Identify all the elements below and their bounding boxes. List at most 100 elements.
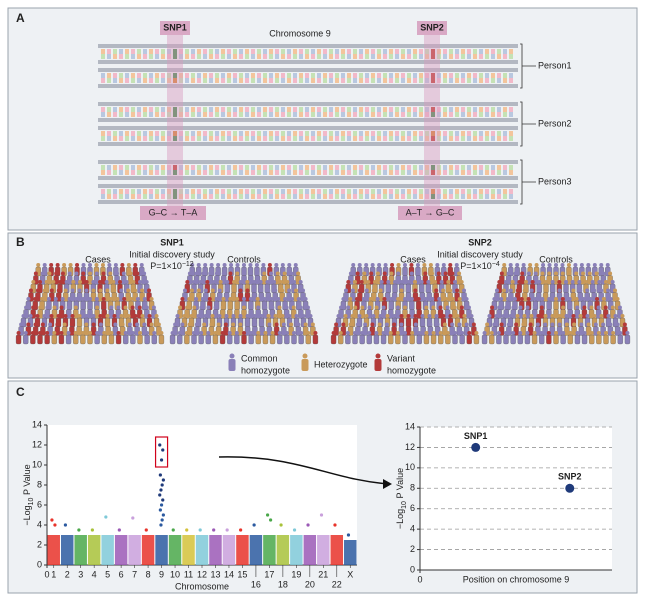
person-head (578, 314, 583, 318)
base (335, 165, 339, 170)
y-axis-label-part: P Value (395, 468, 405, 501)
person-body (539, 309, 545, 319)
person-body (596, 334, 602, 345)
base (395, 131, 399, 136)
snp-cloud (128, 535, 141, 565)
base (401, 170, 405, 175)
base (245, 112, 249, 117)
base (101, 194, 105, 199)
person-head (550, 288, 555, 293)
snp-name: SNP2 (468, 237, 492, 247)
person-body (58, 334, 65, 345)
base (503, 49, 507, 54)
base (497, 189, 501, 194)
person-head (135, 297, 140, 301)
person-head (506, 322, 511, 327)
base (263, 49, 267, 54)
person-head (33, 322, 38, 327)
base (293, 54, 297, 59)
person-head (571, 314, 576, 318)
person-head (579, 263, 584, 267)
base (353, 49, 357, 54)
base (491, 112, 495, 117)
person-body (205, 334, 211, 345)
person-head (88, 305, 92, 310)
base (293, 136, 297, 141)
base (353, 131, 357, 136)
allele-change-box (140, 206, 206, 220)
person-head (100, 263, 105, 267)
person-head (124, 280, 129, 284)
base (389, 194, 393, 199)
person-head (557, 322, 562, 327)
base (125, 49, 129, 54)
snp-point (131, 516, 135, 520)
base (419, 170, 423, 175)
base (473, 107, 477, 112)
person-head (431, 331, 436, 335)
base (503, 194, 507, 199)
base (221, 194, 225, 199)
person-body (284, 334, 290, 345)
base (389, 131, 393, 136)
person-head (276, 297, 281, 301)
base (245, 78, 249, 83)
person-body (83, 326, 90, 336)
person-head (81, 297, 86, 301)
person-head (497, 280, 502, 284)
person-head (441, 263, 446, 267)
person-head (242, 263, 246, 267)
base (479, 78, 483, 83)
legend-icon-body (301, 359, 309, 371)
person-head (441, 288, 446, 293)
person-head (460, 331, 465, 335)
base (479, 54, 483, 59)
base (425, 78, 429, 83)
base (227, 78, 231, 83)
person-head (71, 280, 76, 284)
base (371, 73, 375, 78)
base (107, 49, 111, 54)
person-head (610, 305, 615, 310)
person-body (87, 309, 93, 319)
x-tick-label: 4 (92, 569, 97, 579)
base (479, 131, 483, 136)
base (443, 78, 447, 83)
person-body (105, 326, 111, 336)
person-body (65, 334, 72, 345)
person-head (364, 314, 369, 318)
person-head (40, 297, 45, 301)
person-head (126, 314, 131, 318)
person-head (382, 271, 387, 276)
person-head (223, 322, 228, 327)
base (293, 165, 297, 170)
base (167, 73, 171, 78)
person-body (184, 334, 190, 345)
y-tick-label: 8 (37, 479, 42, 489)
base (197, 73, 201, 78)
person-head (434, 288, 439, 293)
person-head (232, 280, 236, 284)
base (365, 189, 369, 194)
person-head (60, 271, 65, 276)
person-head (133, 288, 138, 293)
base (293, 49, 297, 54)
person-head (546, 305, 551, 310)
base (305, 165, 309, 170)
person-head (392, 314, 397, 318)
person-head (258, 280, 263, 284)
person-head (370, 263, 375, 267)
base (419, 107, 423, 112)
base (101, 170, 105, 175)
base (203, 49, 207, 54)
person-head (298, 305, 303, 310)
person-body (94, 275, 100, 285)
base (299, 112, 303, 117)
legend-label: homozygote (241, 365, 290, 375)
person-head (584, 280, 588, 284)
person-head (224, 314, 229, 318)
person-head (109, 305, 114, 310)
person-body (413, 326, 419, 336)
base (467, 73, 471, 78)
person-head (399, 280, 404, 284)
